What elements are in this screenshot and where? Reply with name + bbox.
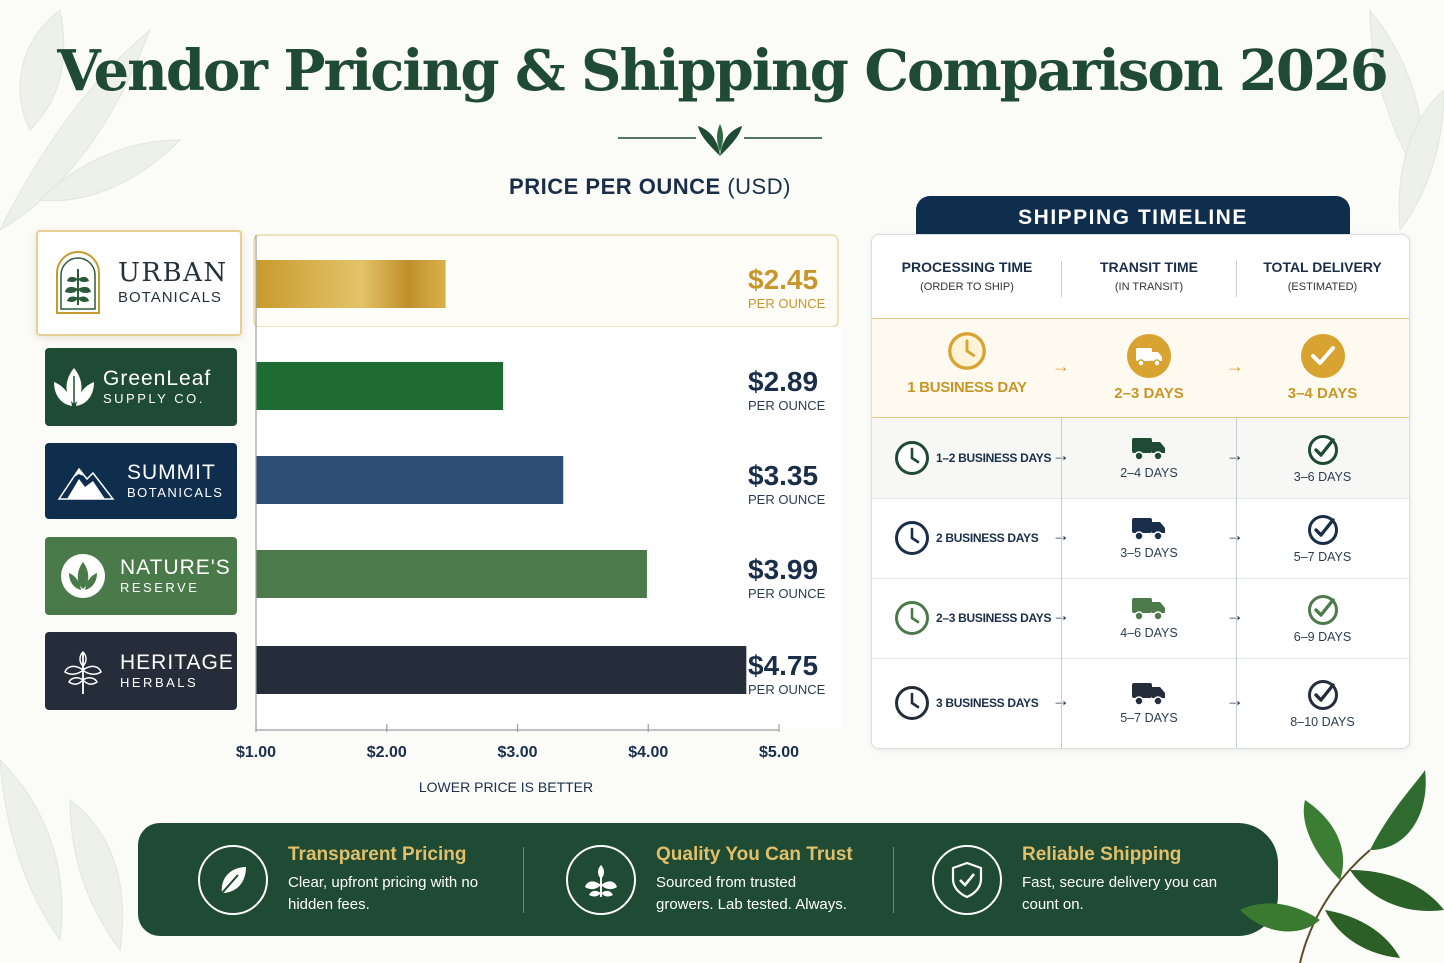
check-badge-icon: [1300, 334, 1345, 378]
vendor-card-urban-botanicals: URBAN BOTANICALS: [36, 230, 242, 336]
arrow-right-icon: →: [1052, 356, 1070, 376]
bar-3: [256, 550, 647, 598]
shipping-row: 1–2 BUSINESS DAYS 2–4 DAYS 3–6 DAYS → →: [872, 418, 1409, 499]
bar-value-label: $2.89: [748, 366, 818, 397]
processing-time-text: 1–2 BUSINESS DAYS: [936, 451, 1052, 465]
truck-icon: [1132, 438, 1165, 461]
vendor-name: URBAN: [118, 258, 228, 289]
feature-reliable-shipping: Reliable Shipping Fast, secure delivery y…: [932, 823, 1222, 936]
bar-value-sublabel: PER OUNCE: [748, 398, 826, 413]
shipping-timeline-header: SHIPPING TIMELINE: [916, 196, 1350, 240]
bar-2: [256, 456, 564, 504]
bar-value-label: $2.45: [748, 264, 818, 295]
x-tick-label: $5.00: [759, 744, 799, 761]
bar-value-label: $4.75: [748, 650, 818, 681]
check-badge-icon: [1307, 680, 1338, 710]
vendor-card-greenleaf: GreenLeaf SUPPLY CO.: [45, 348, 237, 426]
chart-title: PRICE PER OUNCE (USD): [509, 174, 791, 199]
features-band: Transparent Pricing Clear, upfront pricin…: [138, 823, 1278, 936]
bar-4: [256, 646, 747, 694]
shipping-row: 3 BUSINESS DAYS 5–7 DAYS 8–10 DAYS → →: [872, 658, 1409, 748]
feature-transparent-pricing: Transparent Pricing Clear, upfront pricin…: [198, 823, 488, 936]
transit-time-text: 3–5 DAYS: [1120, 546, 1178, 560]
natures-reserve-logo-icon: [60, 554, 105, 598]
bar-1: [256, 362, 504, 410]
vendor-name: HERITAGE: [120, 651, 234, 675]
feature-quality: Quality You Can Trust Sourced from truste…: [566, 823, 856, 936]
processing-time-text: 2–3 BUSINESS DAYS: [936, 611, 1052, 625]
arrow-right-icon: →: [1226, 356, 1244, 376]
transit-time-text: 4–6 DAYS: [1120, 626, 1178, 640]
vendor-subname: BOTANICALS: [118, 288, 222, 306]
arrow-right-icon: →: [1226, 690, 1244, 710]
check-badge-icon: [1307, 515, 1338, 545]
x-tick-label: $1.00: [236, 744, 276, 761]
vendor-subname: RESERVE: [120, 580, 200, 596]
clock-icon: [895, 441, 929, 475]
leaf-icon: [221, 866, 246, 894]
bar-value-label: $3.99: [748, 554, 818, 585]
clock-icon: [895, 521, 929, 555]
clock-icon: [895, 686, 929, 720]
column-header-transit: TRANSIT TIME (IN TRANSIT): [1100, 259, 1198, 293]
shipping-row: 2 BUSINESS DAYS 3–5 DAYS 5–7 DAYS → →: [872, 498, 1409, 579]
truck-icon: [1132, 683, 1165, 706]
shield-check-icon: [951, 861, 983, 898]
shipping-row: 1 BUSINESS DAY 2–3 DAYS 3–4 DAYS → →: [872, 318, 1409, 418]
greenleaf-logo-icon: [54, 368, 94, 408]
bar-value-sublabel: PER OUNCE: [748, 492, 826, 507]
mountain-logo-icon: [57, 467, 115, 500]
total-delivery-text: 3–6 DAYS: [1293, 470, 1352, 484]
vendor-name: GreenLeaf: [103, 367, 212, 391]
check-badge-icon: [1307, 435, 1338, 465]
vendor-subname: HERBALS: [120, 675, 199, 691]
total-delivery-text: 8–10 DAYS: [1290, 715, 1355, 729]
bar-value-sublabel: PER OUNCE: [748, 586, 826, 601]
truck-icon: [1132, 518, 1165, 541]
bar-value-sublabel: PER OUNCE: [748, 296, 826, 311]
x-tick-label: $4.00: [628, 744, 668, 761]
vendor-card-natures-reserve: NATURE'S RESERVE: [45, 537, 237, 615]
vendor-subname: BOTANICALS: [127, 485, 224, 501]
total-delivery-text: 3–4 DAYS: [1287, 385, 1358, 402]
clock-icon: [895, 601, 929, 635]
vendor-name: NATURE'S: [120, 556, 231, 580]
x-tick-label: $2.00: [367, 744, 407, 761]
x-axis-label: LOWER PRICE IS BETTER: [419, 779, 593, 795]
x-tick-label: $3.00: [497, 744, 537, 761]
column-header-total: TOTAL DELIVERY (ESTIMATED): [1263, 259, 1382, 293]
processing-time-text: 2 BUSINESS DAYS: [936, 531, 1039, 545]
transit-time-text: 5–7 DAYS: [1120, 711, 1178, 725]
vendor-name: SUMMIT: [127, 461, 216, 485]
vendor-card-heritage-herbals: HERITAGE HERBALS: [45, 632, 237, 710]
clock-icon: [948, 332, 986, 370]
urban-botanicals-logo-icon: [56, 251, 100, 314]
vendor-subname: SUPPLY CO.: [103, 391, 205, 407]
truck-icon: [1132, 598, 1165, 621]
arrow-right-icon: →: [1226, 525, 1244, 545]
decorative-green-leaves: [1240, 770, 1444, 963]
transit-time-text: 2–4 DAYS: [1120, 466, 1178, 480]
plant-icon: [585, 864, 617, 897]
shipping-timeline-table: PROCESSING TIME (ORDER TO SHIP) TRANSIT T…: [871, 234, 1410, 749]
truck-icon: [1127, 334, 1171, 378]
title-ornament-icon: [618, 124, 822, 156]
heritage-logo-icon: [63, 650, 102, 694]
bar-0: [256, 260, 446, 308]
processing-time-text: 3 BUSINESS DAYS: [936, 696, 1039, 710]
vendor-card-summit-botanicals: SUMMIT BOTANICALS: [45, 443, 237, 519]
processing-time-text: 1 BUSINESS DAY: [907, 379, 1027, 396]
column-header-processing: PROCESSING TIME (ORDER TO SHIP): [901, 259, 1033, 293]
shipping-row: 2–3 BUSINESS DAYS 4–6 DAYS 6–9 DAYS → →: [872, 578, 1409, 659]
bar-value-sublabel: PER OUNCE: [748, 682, 826, 697]
transit-time-text: 2–3 DAYS: [1114, 385, 1184, 402]
arrow-right-icon: →: [1226, 445, 1244, 465]
page-title: Vendor Pricing & Shipping Comparison 202…: [57, 38, 1389, 104]
total-delivery-text: 5–7 DAYS: [1293, 550, 1352, 564]
check-badge-icon: [1307, 595, 1338, 625]
total-delivery-text: 6–9 DAYS: [1293, 630, 1352, 644]
bar-value-label: $3.35: [748, 460, 818, 491]
arrow-right-icon: →: [1226, 605, 1244, 625]
